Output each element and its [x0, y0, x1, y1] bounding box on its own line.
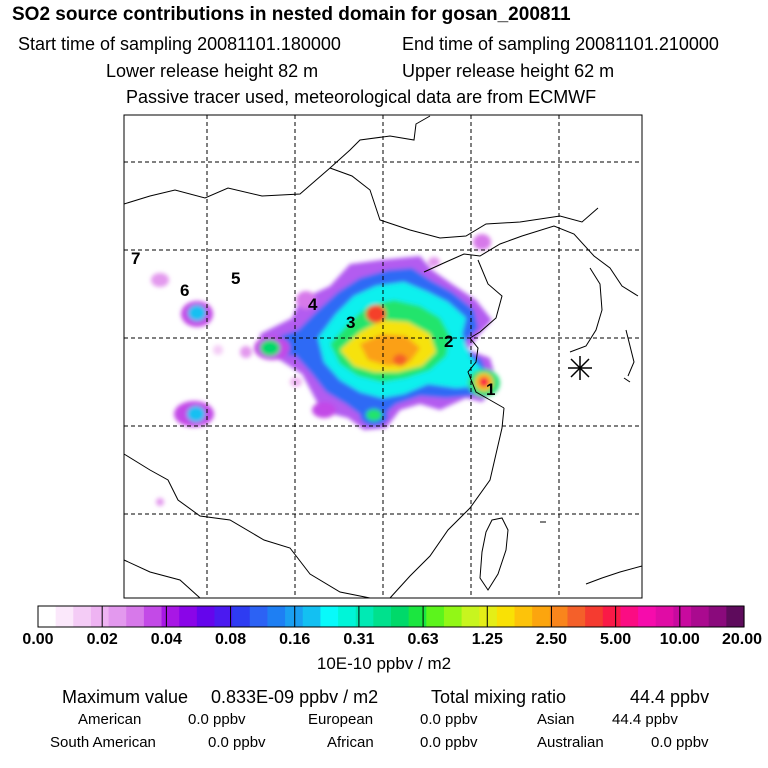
- concentration-plume: [151, 234, 500, 506]
- source-marker-6: 6: [180, 281, 189, 300]
- units-label: 10E-10 ppbv / m2: [316, 654, 452, 673]
- legend-tick-label: 20.00: [721, 631, 763, 648]
- african-value: 0.0 ppbv: [420, 734, 478, 751]
- legend-tick-label: 0.08: [214, 631, 247, 648]
- legend-tick-label: 0.04: [150, 631, 182, 648]
- max-value-label: Maximum value: [62, 687, 189, 707]
- legend-tick-label: 0.31: [343, 631, 375, 648]
- australian-label: Australian: [537, 734, 604, 751]
- upper-release-height: Upper release height 62 m: [402, 61, 615, 81]
- source-marker-3: 3: [346, 313, 355, 332]
- source-marker-4: 4: [308, 295, 318, 314]
- lower-release-height: Lower release height 82 m: [106, 61, 319, 81]
- graticule: [124, 115, 642, 598]
- australian-value: 0.0 ppbv: [651, 734, 709, 751]
- source-marker-2: 2: [444, 332, 453, 351]
- coastlines: [123, 115, 643, 599]
- legend-tick-label: 2.50: [535, 631, 568, 648]
- receptor-asterisk-icon: [568, 356, 592, 380]
- source-contribution-map: 1 2 3 4 5 6 7: [123, 114, 643, 599]
- legend-tick-label: 0.63: [407, 631, 439, 648]
- legend-tick-label: 0.00: [22, 631, 54, 648]
- legend-tick-label: 0.16: [279, 631, 311, 648]
- european-label: European: [308, 711, 374, 728]
- max-value: 0.833E-09 ppbv / m2: [211, 687, 379, 707]
- asian-label: Asian: [537, 711, 575, 728]
- american-label: American: [78, 711, 142, 728]
- south-american-label: South American: [50, 734, 156, 751]
- total-mixing-label: Total mixing ratio: [431, 687, 567, 707]
- legend-tick-label: 1.25: [471, 631, 503, 648]
- page-title: SO2 source contributions in nested domai…: [12, 4, 571, 25]
- american-value: 0.0 ppbv: [188, 711, 246, 728]
- south-american-value: 0.0 ppbv: [208, 734, 266, 751]
- tracer-note: Passive tracer used, meteorological data…: [126, 87, 597, 107]
- end-time-label: End time of sampling 20081101.210000: [402, 34, 719, 54]
- source-marker-7: 7: [131, 249, 140, 268]
- legend-tick-label: 10.00: [659, 631, 700, 648]
- source-marker-5: 5: [231, 269, 240, 288]
- total-mixing-value: 44.4 ppbv: [630, 687, 710, 707]
- start-time-label: Start time of sampling 20081101.180000: [18, 34, 341, 54]
- asian-value: 44.4 ppbv: [612, 711, 678, 728]
- legend-tick-label: 5.00: [600, 631, 632, 648]
- european-value: 0.0 ppbv: [420, 711, 478, 728]
- legend-tick-label: 0.02: [86, 631, 118, 648]
- source-marker-1: 1: [486, 380, 495, 399]
- african-label: African: [327, 734, 374, 751]
